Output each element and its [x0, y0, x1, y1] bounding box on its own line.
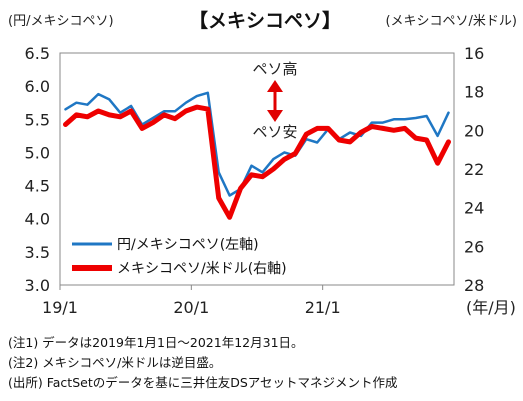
x-tick-label: 19/1 [42, 298, 78, 317]
left-tick-label: 3.0 [25, 276, 50, 295]
series-line-jpy-mxn [64, 91, 450, 197]
right-tick-label: 26 [464, 237, 484, 256]
legend: 円/メキシコペソ(左軸) メキシコペソ/米ドル(右軸) [72, 237, 287, 277]
legend-label-jpy-mxn: 円/メキシコペソ(左軸) [117, 237, 259, 253]
right-tick-label: 24 [464, 199, 484, 218]
right-tick-label: 16 [464, 44, 484, 63]
left-tick-label: 6.0 [25, 77, 50, 96]
right-tick-label: 28 [464, 276, 484, 295]
x-tick-label: 20/1 [173, 298, 209, 317]
right-tick-label: 18 [464, 83, 484, 102]
x-axis-unit: (年/月) [466, 298, 516, 317]
left-tick-label: 5.0 [25, 143, 50, 162]
right-tick-label: 20 [464, 121, 484, 140]
right-tick-label: 22 [464, 160, 484, 179]
peso-high-label: ペソ高 [252, 60, 297, 78]
left-tick-label: 5.5 [25, 110, 50, 129]
left-tick-label: 6.5 [25, 44, 50, 63]
left-tick-label: 4.0 [25, 210, 50, 229]
note-1: (注1) データは2019年1月1日～2021年12月31日。 [8, 335, 304, 350]
note-2: (注2) メキシコペソ/米ドルは逆目盛。 [8, 355, 222, 370]
left-axis-unit: (円/メキシコペソ) [8, 14, 114, 29]
peso-low-label: ペソ安 [252, 123, 297, 141]
legend-label-mxn-usd: メキシコペソ/米ドル(右軸) [117, 261, 287, 277]
x-tick-label: 21/1 [305, 298, 341, 317]
chart-title: 【メキシコペソ】 [189, 9, 341, 32]
left-tick-label: 4.5 [25, 177, 50, 196]
note-source: (出所) FactSetのデータを基に三井住友DSアセットマネジメント作成 [8, 375, 398, 390]
left-tick-label: 3.5 [25, 243, 50, 262]
double-arrow-icon [267, 80, 283, 122]
series-line-mxn-usd [63, 104, 451, 220]
plot-area [59, 52, 455, 286]
right-axis-unit: (メキシコペソ/米ドル) [385, 14, 517, 29]
